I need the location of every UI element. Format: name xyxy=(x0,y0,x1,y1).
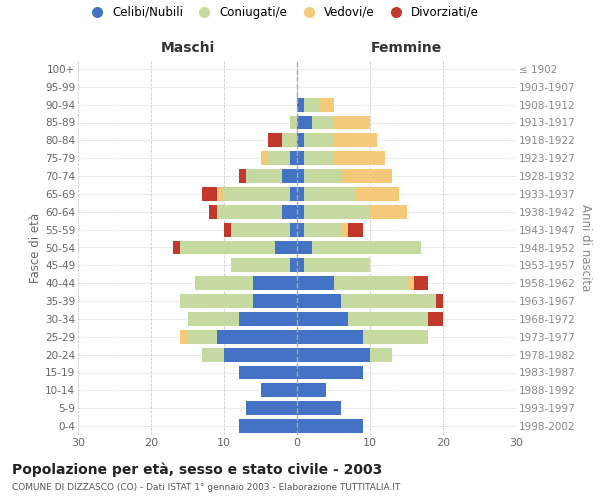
Text: COMUNE DI DIZZASCO (CO) - Dati ISTAT 1° gennaio 2003 - Elaborazione TUTTITALIA.I: COMUNE DI DIZZASCO (CO) - Dati ISTAT 1° … xyxy=(12,482,400,492)
Bar xyxy=(297,312,348,326)
Bar xyxy=(311,116,334,130)
Bar xyxy=(275,240,297,254)
Bar xyxy=(362,330,428,344)
Bar xyxy=(232,222,290,236)
Bar xyxy=(246,401,297,415)
Bar xyxy=(304,151,334,165)
Bar xyxy=(297,258,304,272)
Bar xyxy=(187,312,239,326)
Bar xyxy=(304,134,334,147)
Bar xyxy=(253,294,297,308)
Bar xyxy=(290,116,297,130)
Bar xyxy=(187,330,217,344)
Legend: Celibi/Nubili, Coniugati/e, Vedovi/e, Divorziati/e: Celibi/Nubili, Coniugati/e, Vedovi/e, Di… xyxy=(85,6,479,19)
Bar xyxy=(268,151,290,165)
Bar xyxy=(297,294,341,308)
Bar xyxy=(297,330,362,344)
Bar xyxy=(224,187,290,201)
Bar xyxy=(217,205,283,219)
Bar xyxy=(311,240,421,254)
Text: Popolazione per età, sesso e stato civile - 2003: Popolazione per età, sesso e stato civil… xyxy=(12,462,382,477)
Bar xyxy=(246,169,283,183)
Bar xyxy=(334,276,407,290)
Bar xyxy=(370,348,392,362)
Bar xyxy=(334,151,385,165)
Bar xyxy=(304,98,319,112)
Bar xyxy=(217,330,297,344)
Bar xyxy=(239,419,297,433)
Bar xyxy=(260,151,268,165)
Bar xyxy=(407,276,414,290)
Bar xyxy=(180,294,253,308)
Text: Femmine: Femmine xyxy=(371,40,442,54)
Bar xyxy=(290,187,297,201)
Bar xyxy=(297,384,326,398)
Bar xyxy=(180,240,275,254)
Bar xyxy=(297,187,304,201)
Bar xyxy=(290,258,297,272)
Bar xyxy=(414,276,428,290)
Bar xyxy=(297,240,311,254)
Bar xyxy=(297,366,362,380)
Bar xyxy=(428,312,443,326)
Bar xyxy=(239,169,246,183)
Bar xyxy=(268,134,283,147)
Bar xyxy=(297,276,334,290)
Bar xyxy=(283,169,297,183)
Bar xyxy=(297,98,304,112)
Bar xyxy=(195,276,253,290)
Text: Maschi: Maschi xyxy=(160,40,215,54)
Bar xyxy=(304,258,370,272)
Bar xyxy=(253,276,297,290)
Bar xyxy=(173,240,180,254)
Bar xyxy=(348,312,428,326)
Bar xyxy=(239,366,297,380)
Bar xyxy=(297,401,341,415)
Bar xyxy=(224,222,232,236)
Bar xyxy=(297,348,370,362)
Bar xyxy=(304,169,341,183)
Bar xyxy=(283,205,297,219)
Bar xyxy=(297,222,304,236)
Bar xyxy=(297,134,304,147)
Bar xyxy=(202,348,224,362)
Bar xyxy=(297,116,311,130)
Bar xyxy=(209,205,217,219)
Bar xyxy=(341,294,436,308)
Bar xyxy=(297,169,304,183)
Bar xyxy=(341,169,392,183)
Bar xyxy=(217,187,224,201)
Bar xyxy=(283,134,297,147)
Y-axis label: Anni di nascita: Anni di nascita xyxy=(579,204,592,291)
Bar xyxy=(304,222,341,236)
Bar xyxy=(348,222,363,236)
Y-axis label: Fasce di età: Fasce di età xyxy=(29,212,42,282)
Bar xyxy=(297,205,304,219)
Bar xyxy=(304,205,370,219)
Bar xyxy=(224,348,297,362)
Bar xyxy=(297,419,362,433)
Bar xyxy=(290,222,297,236)
Bar xyxy=(334,116,370,130)
Bar xyxy=(239,312,297,326)
Bar xyxy=(319,98,334,112)
Bar xyxy=(290,151,297,165)
Bar xyxy=(304,187,355,201)
Bar xyxy=(297,151,304,165)
Bar xyxy=(334,134,377,147)
Bar xyxy=(202,187,217,201)
Bar xyxy=(232,258,290,272)
Bar xyxy=(341,222,348,236)
Bar xyxy=(260,384,297,398)
Bar xyxy=(436,294,443,308)
Bar xyxy=(355,187,399,201)
Bar xyxy=(180,330,187,344)
Bar xyxy=(370,205,407,219)
